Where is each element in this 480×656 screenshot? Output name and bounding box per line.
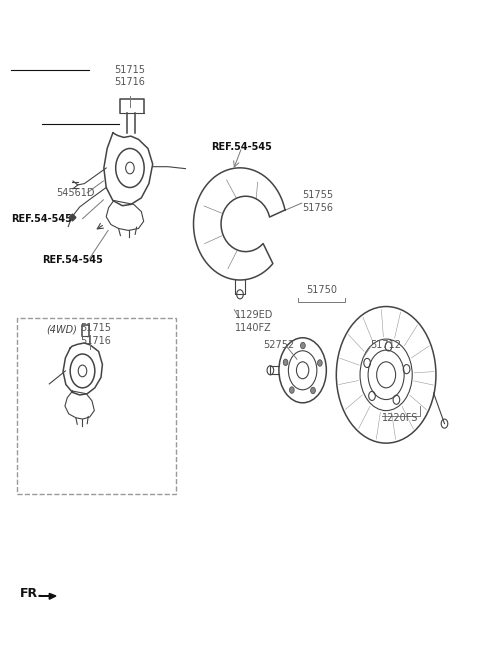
Text: REF.54-545: REF.54-545: [212, 142, 273, 152]
Text: REF.54-545: REF.54-545: [42, 255, 103, 266]
Text: 54561D: 54561D: [56, 188, 95, 197]
Circle shape: [289, 387, 294, 394]
Circle shape: [283, 359, 288, 365]
Circle shape: [311, 387, 315, 394]
Text: 51750: 51750: [306, 285, 337, 295]
Polygon shape: [39, 594, 56, 599]
Text: 1220FS: 1220FS: [383, 413, 419, 422]
Text: 51712: 51712: [370, 340, 401, 350]
Text: 51715
51716: 51715 51716: [80, 323, 111, 346]
Text: (4WD): (4WD): [47, 324, 77, 335]
Text: 51715
51716: 51715 51716: [114, 64, 145, 87]
Bar: [17, 318, 176, 494]
Text: FR.: FR.: [20, 587, 43, 600]
Circle shape: [300, 342, 305, 349]
Text: 52752: 52752: [263, 340, 294, 350]
Text: REF.54-545: REF.54-545: [12, 214, 72, 224]
Text: 1129ED
1140FZ: 1129ED 1140FZ: [235, 310, 274, 333]
Circle shape: [317, 359, 322, 366]
Text: 51755
51756: 51755 51756: [302, 190, 334, 213]
